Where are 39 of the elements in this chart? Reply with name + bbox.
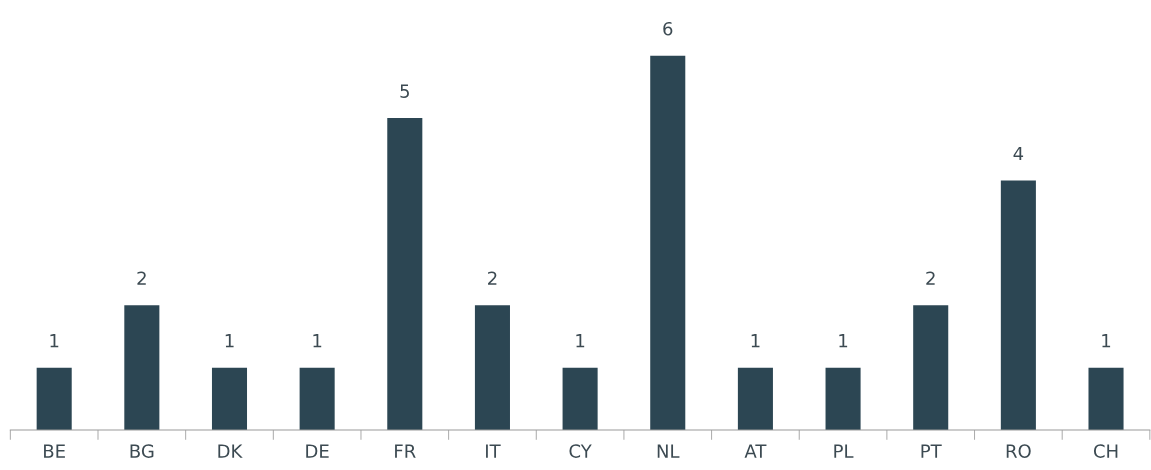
bar	[124, 305, 160, 431]
bar	[474, 305, 510, 431]
data-label: 1	[576, 334, 585, 348]
x-tick-label: CY	[569, 444, 592, 458]
data-label: 2	[488, 271, 497, 285]
data-label: 5	[400, 84, 409, 98]
data-label: 1	[225, 334, 234, 348]
bar	[913, 305, 949, 431]
bar	[650, 55, 686, 431]
bar	[36, 367, 72, 431]
bar	[387, 118, 423, 431]
x-tick-label: RO	[1006, 444, 1031, 458]
data-label: 1	[313, 334, 322, 348]
x-tick-label: DK	[218, 444, 243, 458]
bar	[737, 367, 773, 431]
x-tick-label: BE	[44, 444, 65, 458]
data-label: 1	[751, 334, 760, 348]
data-label: 4	[1013, 146, 1024, 161]
bar	[562, 367, 598, 431]
data-label: 1	[50, 334, 59, 348]
x-tick-label: FR	[395, 444, 416, 458]
bar	[1000, 180, 1036, 431]
bar	[299, 367, 335, 431]
x-tick-label: AT	[744, 444, 767, 458]
data-label: 6	[663, 21, 673, 36]
x-tick-label: BG	[130, 444, 154, 458]
x-tick-label: DE	[306, 444, 329, 458]
data-label: 1	[839, 334, 848, 348]
data-label: 2	[137, 271, 146, 285]
x-tick-label: PT	[921, 444, 942, 458]
x-tick-label: IT	[486, 444, 501, 458]
bar	[1088, 367, 1124, 431]
bar	[211, 367, 248, 431]
data-label: 1	[1102, 334, 1111, 348]
data-label: 2	[926, 271, 935, 285]
x-tick-label: CH	[1093, 444, 1118, 458]
x-tick-label: PL	[834, 444, 854, 458]
x-tick-label: NL	[657, 444, 680, 458]
bar	[825, 367, 861, 431]
